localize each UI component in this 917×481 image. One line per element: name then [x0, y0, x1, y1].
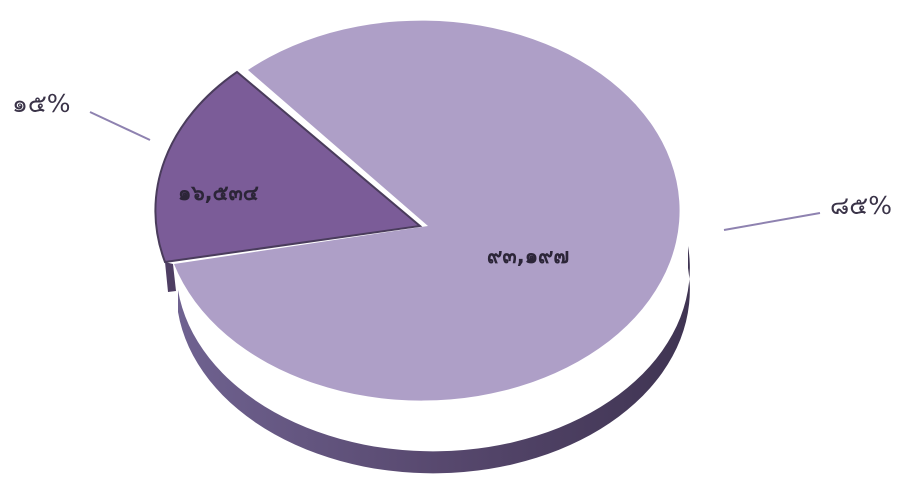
value-label-large: ๙๓,๑๙๗	[487, 244, 569, 268]
leader-line-large	[723, 212, 821, 231]
value-label-small: ๑๖,๕๓๔	[178, 181, 259, 205]
pie-slice-large	[174, 20, 680, 401]
pie-slice-small	[154, 70, 423, 264]
percent-label-large: ๘๕%	[830, 191, 892, 220]
leader-line-small	[89, 111, 151, 141]
percent-label-small: ๑๕%	[12, 89, 71, 118]
slice-side-small	[165, 262, 176, 292]
